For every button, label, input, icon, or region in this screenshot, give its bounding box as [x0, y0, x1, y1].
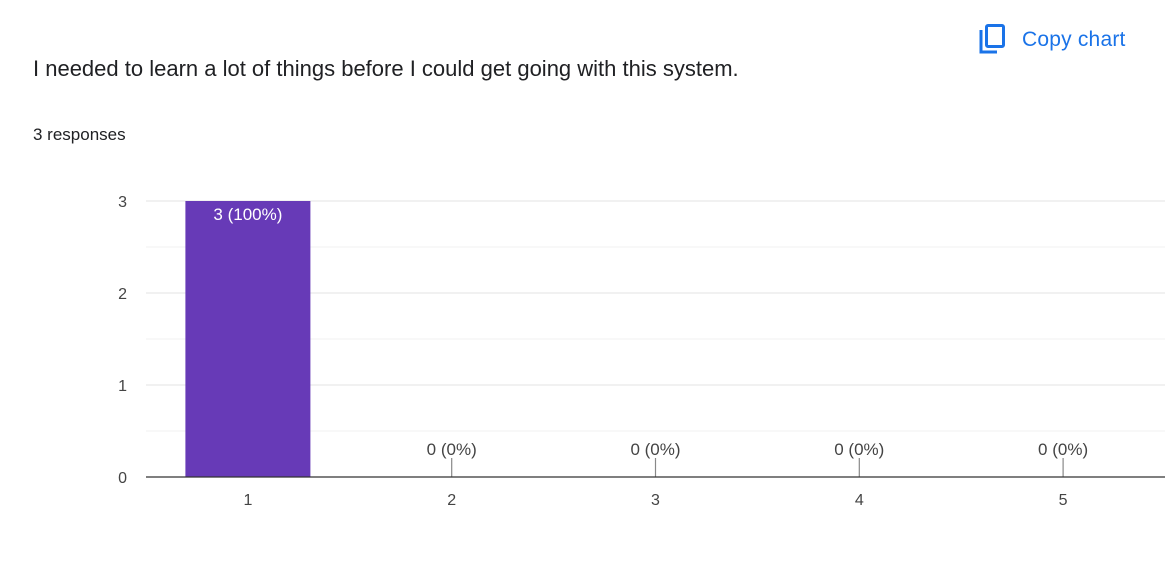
bar: [185, 201, 311, 477]
y-tick-label: 2: [118, 286, 127, 303]
x-tick-label: 5: [1059, 492, 1068, 509]
copy-chart-button[interactable]: Copy chart: [968, 18, 1140, 62]
data-label: 0 (0%): [834, 440, 884, 459]
copy-icon: [978, 24, 1006, 56]
copy-chart-label: Copy chart: [1022, 28, 1126, 51]
response-count: 3 responses: [33, 125, 126, 144]
x-tick-label: 3: [651, 492, 660, 509]
x-tick-label: 1: [243, 492, 252, 509]
x-tick-label: 2: [447, 492, 456, 509]
x-tick-label: 4: [855, 492, 864, 509]
y-tick-label: 3: [118, 194, 127, 211]
data-label: 0 (0%): [427, 440, 477, 459]
y-tick-label: 1: [118, 378, 127, 395]
data-label: 0 (0%): [630, 440, 680, 459]
y-tick-label: 0: [118, 470, 127, 487]
question-title: I needed to learn a lot of things before…: [33, 56, 739, 81]
data-label: 0 (0%): [1038, 440, 1088, 459]
data-label: 3 (100%): [213, 205, 282, 224]
